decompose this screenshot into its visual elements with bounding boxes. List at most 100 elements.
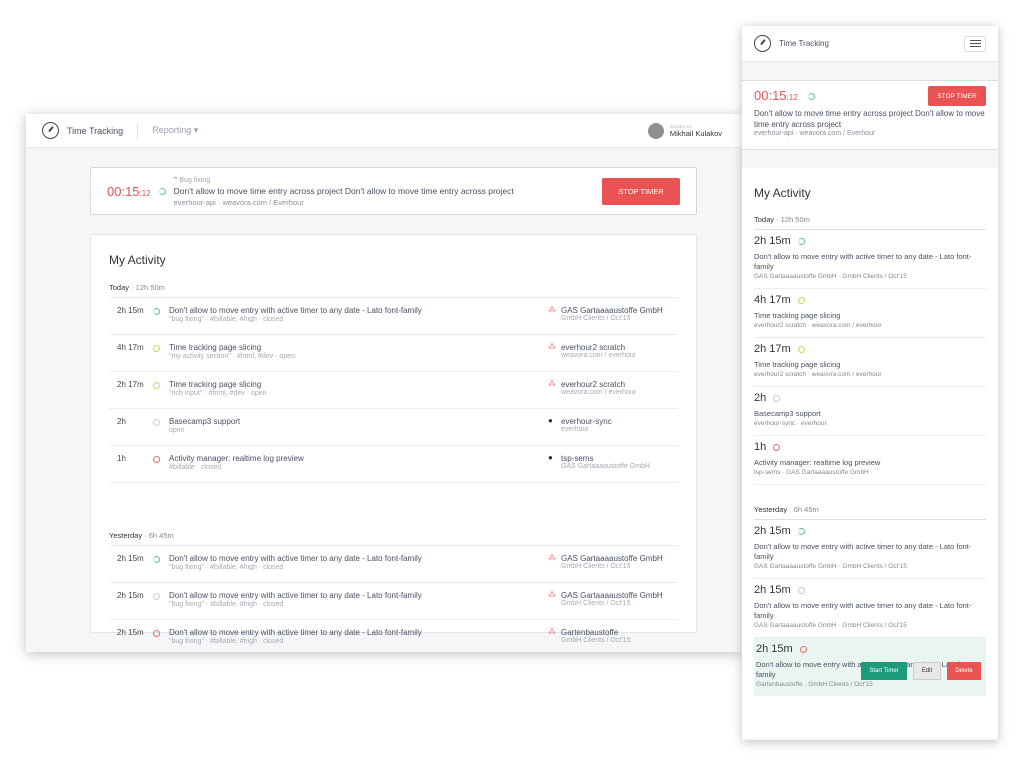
task-title[interactable]: Activity manager: realtime log preview xyxy=(754,458,881,467)
activity-title: My Activity xyxy=(109,253,166,267)
duration: 1h xyxy=(754,441,767,453)
task-meta: "bug fixing" · #billable, #high · closed xyxy=(169,564,284,571)
activity-row[interactable]: 2h 15m Don't allow to move entry with ac… xyxy=(109,620,678,652)
activity-row[interactable]: 1h Activity manager: realtime log previe… xyxy=(109,446,678,483)
task-title[interactable]: Don't allow to move entry with active ti… xyxy=(754,601,972,620)
project-path: GmbH Clients / Oct'15 xyxy=(561,315,631,322)
task-title[interactable]: Don't allow to move entry with active ti… xyxy=(754,542,972,561)
day-header-yesterday: Yesterday · 6h 45m xyxy=(109,531,678,546)
project-name[interactable]: everhour2 scratch xyxy=(561,380,626,389)
hamburger-menu-icon[interactable] xyxy=(964,35,986,52)
delete-button[interactable]: Delete xyxy=(947,662,981,680)
stopwatch-logo-icon xyxy=(42,122,59,139)
status-ring-icon xyxy=(153,556,160,563)
activity-row[interactable]: 2h 17m Time tracking page slicing everho… xyxy=(754,338,986,387)
status-ring-icon xyxy=(153,345,160,352)
task-meta: "bug fixing" · #billable, #high · closed xyxy=(169,601,284,608)
status-ring-icon xyxy=(153,630,160,637)
task-meta: "my activity section" · #html, #dev · op… xyxy=(169,353,295,360)
status-ring-icon xyxy=(773,443,781,451)
project-name[interactable]: everhour-sync xyxy=(561,417,612,426)
desktop-window: Time Tracking Reporting ▾ Signed as Mikh… xyxy=(26,114,742,652)
project-path: weavora.com / everhour xyxy=(561,352,637,359)
timer-label: ❞ Bug fixing xyxy=(173,176,211,184)
activity-row[interactable]: 2h 15m Don't allow to move entry with ac… xyxy=(754,638,986,696)
task-title[interactable]: Don't allow to move entry with active ti… xyxy=(169,628,422,637)
user-menu[interactable]: Signed as Mikhail Kulakov xyxy=(647,122,722,139)
task-title[interactable]: Don't allow to move entry with active ti… xyxy=(169,306,422,315)
duration: 4h 17m xyxy=(117,343,144,352)
task-title[interactable]: Basecamp3 support xyxy=(754,409,821,418)
activity-row[interactable]: 2h 17m Time tracking page slicing "rich i… xyxy=(109,372,678,409)
task-title[interactable]: Time tracking page slicing xyxy=(754,311,841,320)
project-name[interactable]: tsp-sems xyxy=(561,454,594,463)
task-meta: tsp-sems · GAS Gartaaaaustoffe GmbH xyxy=(754,469,869,476)
stop-timer-button[interactable]: STOP TIMER xyxy=(602,177,680,205)
project-path: weavora.com / everhour xyxy=(561,389,637,396)
duration: 2h 15m xyxy=(754,584,791,596)
project-path: GmbH Clients / Oct'15 xyxy=(561,637,631,644)
activity-row[interactable]: 2h 15m Don't allow to move entry with ac… xyxy=(109,298,678,335)
project-name[interactable]: everhour2 scratch xyxy=(561,343,626,352)
task-title[interactable]: Time tracking page slicing xyxy=(169,343,262,352)
status-ring-icon xyxy=(153,593,160,600)
task-title[interactable]: Don't allow to move entry with active ti… xyxy=(169,554,422,563)
activity-row[interactable]: 1h Activity manager: realtime log previe… xyxy=(754,436,986,485)
activity-row[interactable]: 2h 15m Don't allow to move entry with ac… xyxy=(754,520,986,579)
asana-icon: ⁂ xyxy=(548,305,556,314)
status-ring-icon xyxy=(153,456,160,463)
task-meta: "rich input" · #html, #dev · open xyxy=(169,390,267,397)
mobile-header: Time Tracking xyxy=(742,26,998,62)
task-title[interactable]: Don't allow to move entry with active ti… xyxy=(169,591,422,600)
duration: 2h 15m xyxy=(756,643,793,655)
app-title[interactable]: Time Tracking xyxy=(779,39,829,48)
task-meta: everhour-sync · everhour xyxy=(754,420,827,427)
activity-row[interactable]: 4h 17m Time tracking page slicing everho… xyxy=(754,289,986,338)
github-icon: ● xyxy=(548,416,553,425)
edit-button[interactable]: Edit xyxy=(913,662,941,680)
github-icon: ● xyxy=(548,453,553,462)
timer-time: 00:15:12 xyxy=(754,88,798,103)
task-title[interactable]: Basecamp3 support xyxy=(169,417,241,426)
status-ring-icon xyxy=(797,345,805,353)
duration: 4h 17m xyxy=(754,294,791,306)
duration: 2h 17m xyxy=(754,343,791,355)
task-meta: everhour2 scratch · weavora.com / everho… xyxy=(754,322,882,329)
task-meta: GAS Gartaaaaustoffe GmbH · GmbH Clients … xyxy=(754,563,907,570)
stopwatch-logo-icon xyxy=(754,35,771,52)
stop-timer-button[interactable]: STOP TIMER xyxy=(928,86,986,106)
task-title[interactable]: Time tracking page slicing xyxy=(754,360,841,369)
duration: 2h 15m xyxy=(754,235,791,247)
day-header-today: Today · 12h 50m xyxy=(754,215,986,230)
activity-row[interactable]: 2h 15m Don't allow to move entry with ac… xyxy=(109,546,678,583)
start-timer-button[interactable]: Start Timer xyxy=(861,662,907,680)
project-path: GmbH Clients / Oct'15 xyxy=(561,600,631,607)
duration: 2h 15m xyxy=(754,525,791,537)
mobile-window: Time Tracking 00:15:12 STOP TIMER Don't … xyxy=(742,26,998,740)
project-path: everhour xyxy=(561,426,589,433)
activity-row[interactable]: 2h Basecamp3 support everhour-sync · eve… xyxy=(754,387,986,436)
activity-row[interactable]: 2h 15m Don't allow to move entry with ac… xyxy=(109,583,678,620)
activity-row[interactable]: 2h 15m Don't allow to move entry with ac… xyxy=(754,579,986,638)
task-title[interactable]: Don't allow to move entry with active ti… xyxy=(754,252,972,271)
running-timer: 00:15:12 ❞ Bug fixing Don't allow to mov… xyxy=(90,167,697,215)
project-name[interactable]: GAS Gartaaaaustoffe GmbH xyxy=(561,554,663,563)
task-meta: open xyxy=(169,427,185,434)
task-title[interactable]: Activity manager: realtime log preview xyxy=(169,454,304,463)
activity-row[interactable]: 4h 17m Time tracking page slicing "my act… xyxy=(109,335,678,372)
timer-task: Don't allow to move time entry across pr… xyxy=(173,185,514,196)
task-title[interactable]: Time tracking page slicing xyxy=(169,380,262,389)
duration: 1h xyxy=(117,454,126,463)
project-name[interactable]: Gartenbaustoffe xyxy=(561,628,619,637)
status-ring-icon xyxy=(797,586,805,594)
avatar xyxy=(647,122,664,139)
timer-time: 00:15:12 xyxy=(107,183,151,199)
project-name[interactable]: GAS Gartaaaaustoffe GmbH xyxy=(561,591,663,600)
project-name[interactable]: GAS Gartaaaaustoffe GmbH xyxy=(561,306,663,315)
activity-row[interactable]: 2h Basecamp3 support open ● everhour-sync e… xyxy=(109,409,678,446)
asana-icon: ⁂ xyxy=(548,627,556,636)
timer-project: everhour-api · weavora.com / Everhour xyxy=(754,130,876,137)
activity-row[interactable]: 2h 15m Don't allow to move entry with ac… xyxy=(754,230,986,289)
reporting-menu[interactable]: Reporting ▾ xyxy=(152,125,199,135)
app-title[interactable]: Time Tracking xyxy=(67,125,124,136)
